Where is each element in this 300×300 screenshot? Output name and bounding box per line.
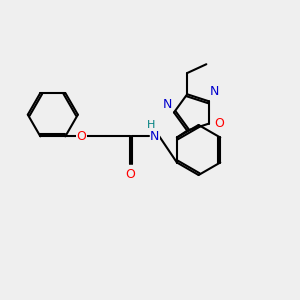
Text: O: O [125,168,135,181]
Text: N: N [163,98,172,111]
Text: N: N [210,85,219,98]
Text: O: O [76,130,86,143]
Text: H: H [147,120,155,130]
Text: N: N [150,130,160,143]
Text: O: O [214,117,224,130]
